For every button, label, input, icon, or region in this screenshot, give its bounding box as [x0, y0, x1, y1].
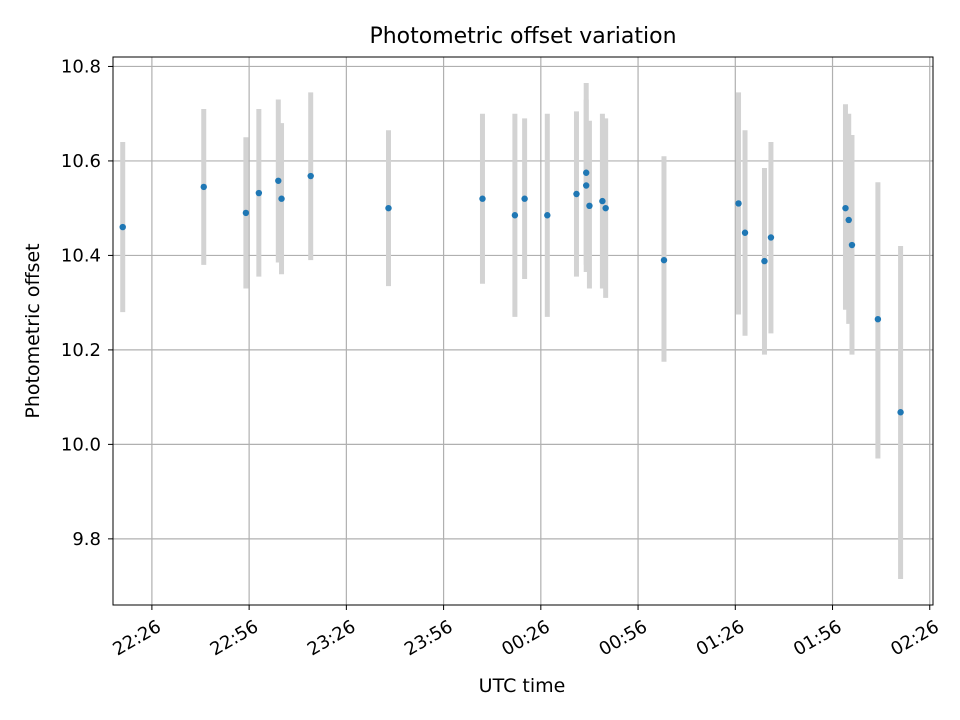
- y-tick-label: 10.0: [61, 434, 101, 455]
- data-point: [307, 172, 314, 180]
- data-point: [255, 189, 263, 197]
- data-point: [544, 212, 551, 219]
- data-point: [242, 209, 250, 217]
- data-points: [119, 169, 904, 416]
- data-point: [660, 256, 668, 264]
- data-point: [741, 229, 749, 236]
- data-point: [479, 195, 486, 202]
- data-point: [511, 212, 519, 219]
- y-axis-ticks: 9.8 10.0 10.2 10.4 10.6 10.8: [61, 56, 113, 550]
- x-axis-label: UTC time: [479, 675, 566, 697]
- plot-frame: [112, 56, 934, 606]
- data-point: [119, 223, 126, 231]
- y-tick-label: 10.4: [61, 245, 101, 266]
- data-point: [599, 197, 606, 205]
- y-tick-label: 10.8: [61, 56, 101, 77]
- data-point: [583, 169, 590, 176]
- data-point: [586, 202, 593, 210]
- data-point: [278, 195, 285, 202]
- y-tick-label: 10.6: [61, 151, 101, 172]
- y-axis-label: Photometric offset: [22, 243, 44, 418]
- data-point: [845, 216, 852, 224]
- data-point: [200, 183, 207, 191]
- data-point: [275, 177, 282, 184]
- chart-title: Photometric offset variation: [369, 24, 676, 49]
- y-tick-label: 10.2: [61, 340, 101, 361]
- data-point: [583, 182, 590, 189]
- data-point: [573, 190, 580, 198]
- data-point: [848, 241, 856, 249]
- data-point: [602, 204, 609, 212]
- y-tick-label: 9.8: [72, 529, 101, 550]
- data-point: [767, 234, 775, 241]
- data-point: [897, 409, 904, 416]
- data-point: [761, 257, 768, 265]
- data-point: [521, 195, 528, 202]
- data-point: [385, 204, 392, 212]
- data-point: [874, 315, 882, 323]
- data-point: [735, 200, 742, 207]
- data-point: [842, 204, 849, 212]
